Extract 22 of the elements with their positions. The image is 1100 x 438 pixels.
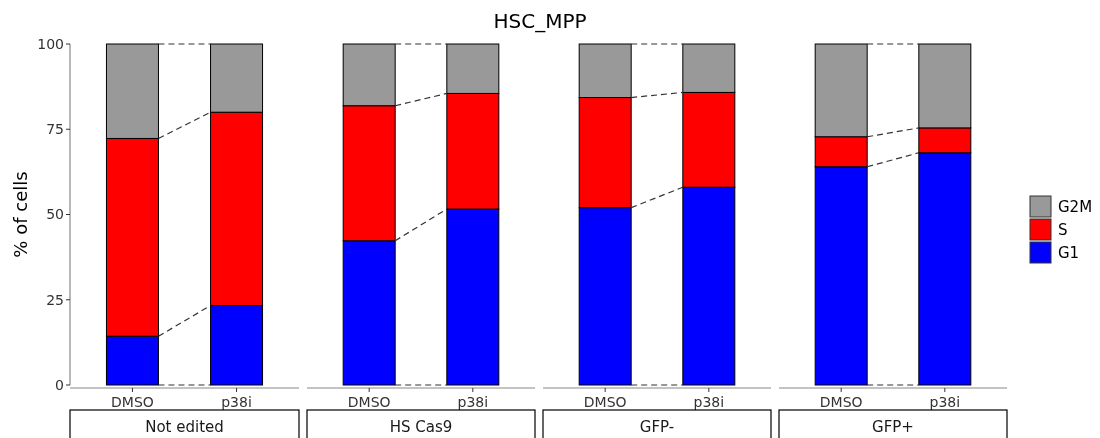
x-tick-label: DMSO (347, 394, 391, 410)
x-tick-label: DMSO (819, 394, 863, 410)
legend-label: S (1058, 221, 1068, 240)
text: HSC_MPP (493, 9, 587, 33)
text: GFP+ (872, 418, 914, 436)
y-tick-label: 50 (46, 206, 64, 223)
text: HS Cas9 (389, 418, 453, 436)
legend-label: G2M (1058, 198, 1093, 217)
x-tick-label: p38i (693, 394, 725, 410)
y-tick-label: 75 (46, 121, 64, 138)
x-tick-label: p38i (457, 394, 489, 410)
y-tick-label: 25 (46, 291, 64, 308)
x-tick-label: DMSO (111, 394, 154, 410)
y-tick-label: 0 (55, 376, 64, 393)
x-tick-label: p38i (929, 394, 961, 410)
text: Not edited (145, 418, 224, 436)
x-tick-label: DMSO (583, 394, 627, 410)
legend-label: G1 (1058, 244, 1080, 263)
y-tick-label: 100 (37, 35, 64, 52)
y-axis-title: % of cells (10, 171, 31, 258)
x-tick-label: p38i (221, 394, 252, 410)
text: GFP- (639, 418, 675, 436)
